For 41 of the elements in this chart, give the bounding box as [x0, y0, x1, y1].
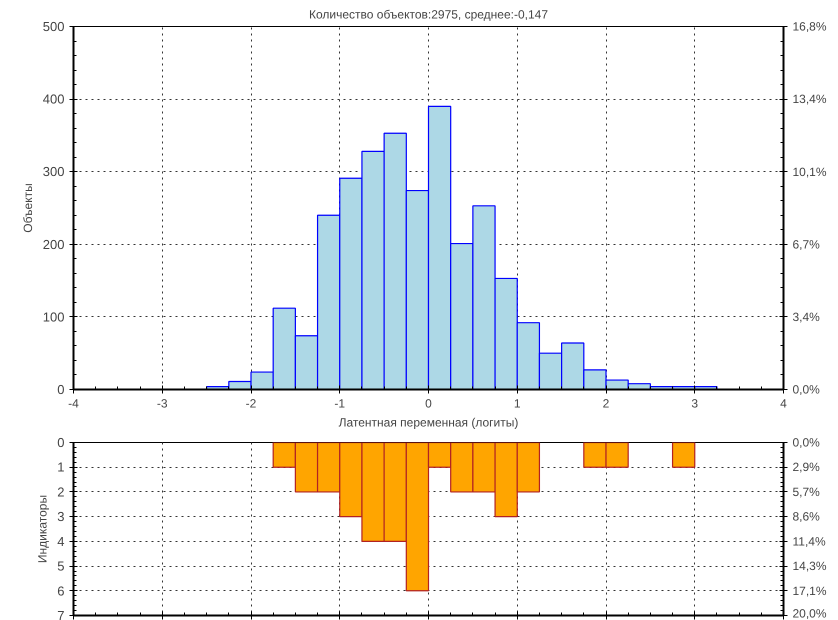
y2-tick-label: 8,6% — [792, 510, 820, 524]
y2-tick-label: 2,9% — [792, 460, 820, 474]
y-tick-label: 3 — [57, 509, 65, 524]
y-tick-label: 200 — [42, 236, 65, 252]
y2-tick-label: 10,1% — [792, 164, 827, 179]
y2-tick-label: 0,0% — [792, 436, 820, 450]
x-tick-label: 0 — [425, 396, 432, 410]
y2-tick-label: 5,7% — [792, 484, 820, 499]
y-tick-label: 300 — [42, 164, 65, 180]
x-tick-label: -3 — [156, 396, 168, 410]
y-tick-label: 1 — [57, 460, 65, 475]
chart-title: Количество объектов:2975, среднее:-0,147 — [308, 8, 548, 22]
y2-tick-label: 11,4% — [792, 534, 826, 548]
y-tick-label: 0 — [57, 435, 65, 450]
y-tick-label: 500 — [42, 19, 65, 34]
y-tick-label: 0 — [57, 382, 65, 397]
y-tick-label: 6 — [57, 583, 65, 598]
x-tick-label: -1 — [334, 396, 346, 410]
y2-tick-label: 17,1% — [792, 584, 827, 598]
y-tick-label: 2 — [57, 484, 65, 500]
y-tick-label: 400 — [42, 92, 65, 107]
x-tick-label: -2 — [246, 396, 257, 410]
y2-tick-label: 14,3% — [792, 559, 827, 574]
y2-tick-label: 13,4% — [792, 92, 827, 106]
y-tick-label: 4 — [57, 534, 65, 549]
y-axis-title: Объекты — [20, 183, 35, 233]
y-tick-label: 100 — [42, 309, 65, 324]
y2-tick-label: 3,4% — [792, 310, 820, 324]
y2-tick-label: 0,0% — [792, 382, 820, 396]
x-tick-label: -4 — [68, 396, 80, 410]
y-axis-title: Индикаторы — [35, 494, 50, 564]
x-tick-label: 2 — [602, 396, 610, 410]
y-tick-label: 7 — [57, 608, 65, 620]
y2-tick-label: 6,7% — [792, 237, 820, 252]
x-tick-label: 4 — [780, 396, 788, 410]
y-tick-label: 5 — [57, 558, 65, 574]
x-axis-title: Латентная переменная (логиты) — [338, 416, 518, 430]
x-tick-label: 1 — [514, 396, 521, 410]
y2-tick-label: 16,8% — [792, 20, 827, 34]
x-tick-label: 3 — [691, 396, 698, 410]
y2-tick-label: 20,0% — [792, 606, 827, 620]
